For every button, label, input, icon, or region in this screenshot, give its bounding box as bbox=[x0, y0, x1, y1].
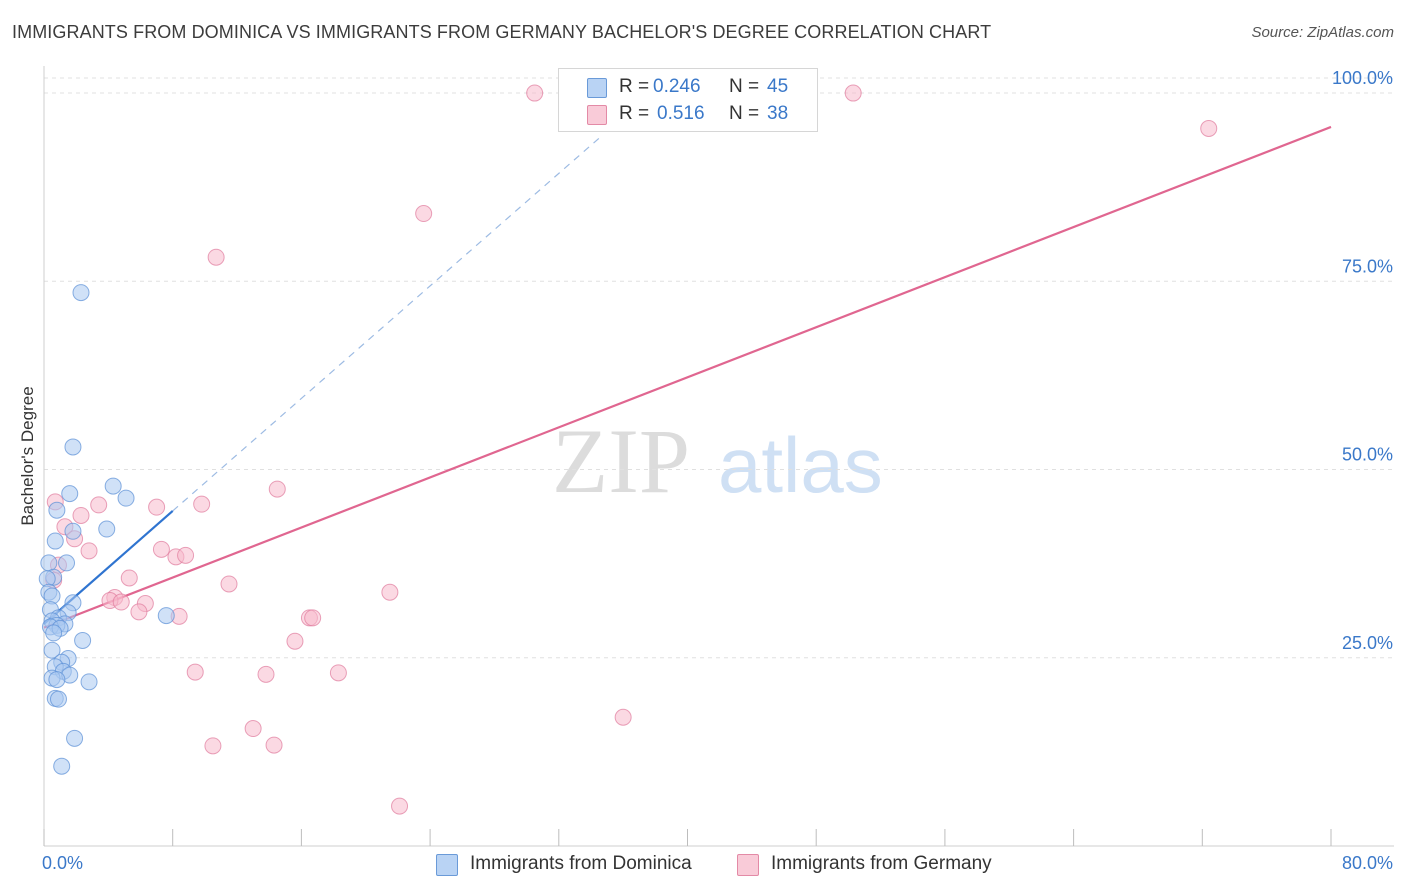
germany-point bbox=[286, 632, 304, 650]
dominica-point bbox=[46, 532, 64, 550]
dominica-point bbox=[74, 631, 92, 649]
germany-point bbox=[112, 593, 130, 611]
germany-point bbox=[1200, 119, 1218, 137]
germany-point bbox=[177, 546, 195, 564]
dominica-point bbox=[43, 641, 61, 659]
n-label: N = bbox=[729, 103, 760, 124]
germany-point bbox=[257, 665, 275, 683]
dominica-trend-extension bbox=[172, 137, 600, 512]
germany-legend-swatch bbox=[737, 854, 759, 876]
dominica-point bbox=[61, 485, 79, 503]
y-axis-label: Bachelor's Degree bbox=[18, 386, 37, 526]
germany-point bbox=[526, 84, 544, 102]
chart-title: IMMIGRANTS FROM DOMINICA VS IMMIGRANTS F… bbox=[12, 22, 992, 42]
y-tick-label: 100.0% bbox=[1332, 68, 1393, 88]
dominica-point bbox=[64, 522, 82, 540]
dominica-point bbox=[98, 520, 116, 538]
germany-point bbox=[130, 603, 148, 621]
dominica-point bbox=[40, 554, 58, 572]
germany-point bbox=[207, 248, 225, 266]
n-value: 45 bbox=[767, 76, 789, 97]
n-label: N = bbox=[729, 76, 760, 97]
dominica-point bbox=[72, 284, 90, 302]
germany-point bbox=[186, 663, 204, 681]
watermark-zip: ZIP bbox=[552, 410, 690, 512]
axes bbox=[43, 66, 1394, 847]
dominica-point bbox=[45, 624, 63, 642]
germany-point bbox=[265, 736, 283, 754]
germany-point bbox=[304, 609, 322, 627]
x-tick-label: 80.0% bbox=[1342, 853, 1393, 873]
dominica-point bbox=[53, 757, 71, 775]
grid-lines bbox=[44, 77, 1394, 659]
watermark: ZIP atlas bbox=[552, 410, 883, 512]
germany-point bbox=[72, 506, 90, 524]
r-value: 0.516 bbox=[657, 103, 705, 124]
r-label: R = bbox=[619, 76, 650, 97]
legend-label: Immigrants from Germany bbox=[771, 853, 992, 874]
dominica-point bbox=[48, 501, 66, 519]
dominica-legend-swatch bbox=[436, 854, 458, 876]
germany-point bbox=[415, 205, 433, 223]
germany-point bbox=[80, 542, 98, 560]
data-points bbox=[38, 84, 1218, 815]
germany-point bbox=[381, 583, 399, 601]
germany-trend-line bbox=[43, 125, 1332, 629]
r-value: 0.246 bbox=[653, 76, 701, 97]
germany-point bbox=[268, 480, 286, 498]
germany-point bbox=[152, 540, 170, 558]
tick-labels: 25.0% 50.0% 75.0% 100.0% 0.0% 80.0% bbox=[42, 68, 1393, 873]
germany-point bbox=[391, 797, 409, 815]
germany-point bbox=[614, 708, 632, 726]
germany-point bbox=[220, 575, 238, 593]
germany-point bbox=[90, 496, 108, 514]
dominica-point bbox=[49, 690, 67, 708]
chart-source: Source: ZipAtlas.com bbox=[1251, 24, 1394, 41]
n-value: 38 bbox=[767, 103, 789, 124]
dominica-point bbox=[64, 438, 82, 456]
germany-point bbox=[148, 498, 166, 516]
dominica-point bbox=[48, 671, 66, 689]
germany-point bbox=[204, 737, 222, 755]
y-tick-label: 25.0% bbox=[1342, 633, 1393, 653]
dominica-point bbox=[104, 477, 122, 495]
y-tick-label: 75.0% bbox=[1342, 256, 1393, 276]
stats-box: R = 0.246 N = 45 R = 0.516 N = 38 bbox=[558, 68, 818, 132]
legend-label: Immigrants from Dominica bbox=[470, 853, 692, 874]
germany-point bbox=[120, 569, 138, 587]
germany-point bbox=[844, 84, 862, 102]
watermark-atlas: atlas bbox=[718, 421, 883, 509]
dominica-point bbox=[80, 673, 98, 691]
dominica-point bbox=[117, 489, 135, 507]
r-label: R = bbox=[619, 103, 650, 124]
x-tick-label: 0.0% bbox=[42, 853, 83, 873]
germany-point bbox=[244, 720, 262, 738]
y-tick-label: 50.0% bbox=[1342, 445, 1393, 465]
dominica-point bbox=[157, 607, 175, 625]
germany-point bbox=[329, 664, 347, 682]
germany-point bbox=[193, 495, 211, 513]
germany-swatch bbox=[587, 105, 607, 125]
trend-lines bbox=[43, 125, 1332, 629]
dominica-swatch bbox=[587, 78, 607, 98]
dominica-point bbox=[66, 729, 84, 747]
dominica-point bbox=[58, 554, 76, 572]
